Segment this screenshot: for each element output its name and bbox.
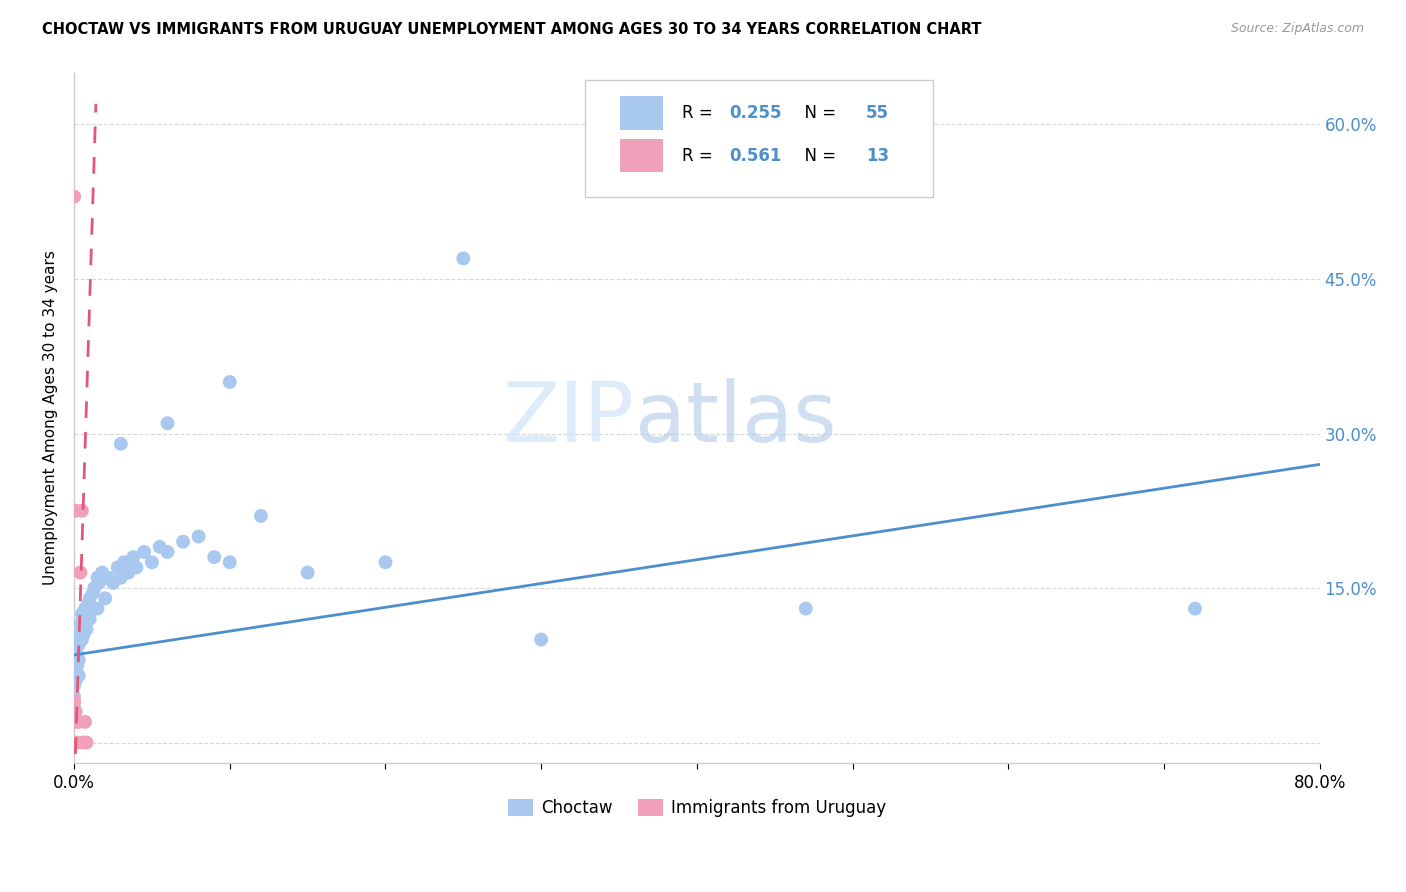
Point: [76, 607, 98, 621]
Point: [79, 591, 101, 606]
Point: [1184, 601, 1206, 615]
Text: 0.561: 0.561: [730, 147, 782, 165]
Point: [69, 566, 91, 580]
Text: 55: 55: [866, 104, 889, 122]
Point: [202, 550, 225, 565]
Point: [65, 664, 87, 678]
Point: [67, 668, 90, 682]
Point: [79, 612, 101, 626]
Point: [65, 653, 87, 667]
Point: [101, 575, 124, 590]
Point: [187, 529, 209, 543]
Y-axis label: Unemployment Among Ages 30 to 34 years: Unemployment Among Ages 30 to 34 years: [44, 251, 58, 585]
Point: [66, 658, 89, 673]
Point: [122, 550, 145, 565]
Point: [156, 416, 179, 430]
Point: [107, 560, 129, 574]
Point: [69, 627, 91, 641]
Point: [794, 601, 817, 615]
Point: [65, 504, 87, 518]
Point: [66, 638, 89, 652]
Text: CHOCTAW VS IMMIGRANTS FROM URUGUAY UNEMPLOYMENT AMONG AGES 30 TO 34 YEARS CORREL: CHOCTAW VS IMMIGRANTS FROM URUGUAY UNEMP…: [42, 22, 981, 37]
Point: [172, 534, 194, 549]
Point: [141, 555, 163, 569]
Point: [77, 597, 100, 611]
Point: [218, 375, 240, 389]
Point: [63, 668, 86, 682]
Text: Source: ZipAtlas.com: Source: ZipAtlas.com: [1230, 22, 1364, 36]
Point: [73, 601, 96, 615]
Point: [73, 617, 96, 632]
Point: [73, 714, 96, 729]
Text: R =: R =: [682, 104, 718, 122]
Text: 0.255: 0.255: [730, 104, 782, 122]
FancyBboxPatch shape: [620, 139, 664, 172]
Point: [112, 555, 135, 569]
Point: [110, 571, 132, 585]
Text: N =: N =: [794, 104, 841, 122]
Point: [374, 555, 396, 569]
Point: [80, 601, 103, 615]
Point: [97, 571, 120, 585]
Point: [530, 632, 553, 647]
Point: [63, 714, 86, 729]
Point: [63, 689, 86, 703]
Point: [72, 735, 94, 749]
Point: [63, 679, 86, 693]
Point: [63, 699, 86, 714]
Point: [63, 735, 86, 749]
Point: [76, 735, 98, 749]
FancyBboxPatch shape: [585, 80, 934, 197]
Point: [66, 648, 89, 662]
Point: [70, 622, 93, 636]
Point: [65, 673, 87, 688]
Point: [250, 508, 273, 523]
Point: [83, 581, 105, 595]
Point: [125, 560, 148, 574]
Point: [70, 632, 93, 647]
Legend: Choctaw, Immigrants from Uruguay: Choctaw, Immigrants from Uruguay: [501, 792, 893, 824]
Point: [91, 566, 114, 580]
Point: [86, 601, 108, 615]
Point: [67, 653, 90, 667]
Text: R =: R =: [682, 147, 723, 165]
Point: [94, 591, 117, 606]
Text: 13: 13: [866, 147, 890, 165]
FancyBboxPatch shape: [620, 96, 664, 129]
Point: [82, 586, 104, 600]
Point: [65, 705, 87, 719]
Point: [63, 694, 86, 708]
Point: [70, 504, 93, 518]
Point: [69, 617, 91, 632]
Point: [63, 189, 86, 203]
Point: [86, 571, 108, 585]
Point: [156, 545, 179, 559]
Text: N =: N =: [794, 147, 846, 165]
Point: [453, 252, 475, 266]
Point: [72, 612, 94, 626]
Point: [117, 566, 139, 580]
Point: [66, 735, 89, 749]
Text: atlas: atlas: [634, 377, 837, 458]
Point: [70, 607, 93, 621]
Point: [110, 437, 132, 451]
Point: [134, 545, 156, 559]
Point: [72, 627, 94, 641]
Point: [218, 555, 240, 569]
Point: [67, 714, 90, 729]
Text: ZIP: ZIP: [503, 377, 634, 458]
Point: [149, 540, 172, 554]
Point: [67, 638, 90, 652]
Point: [297, 566, 319, 580]
Point: [87, 575, 110, 590]
Point: [76, 622, 98, 636]
